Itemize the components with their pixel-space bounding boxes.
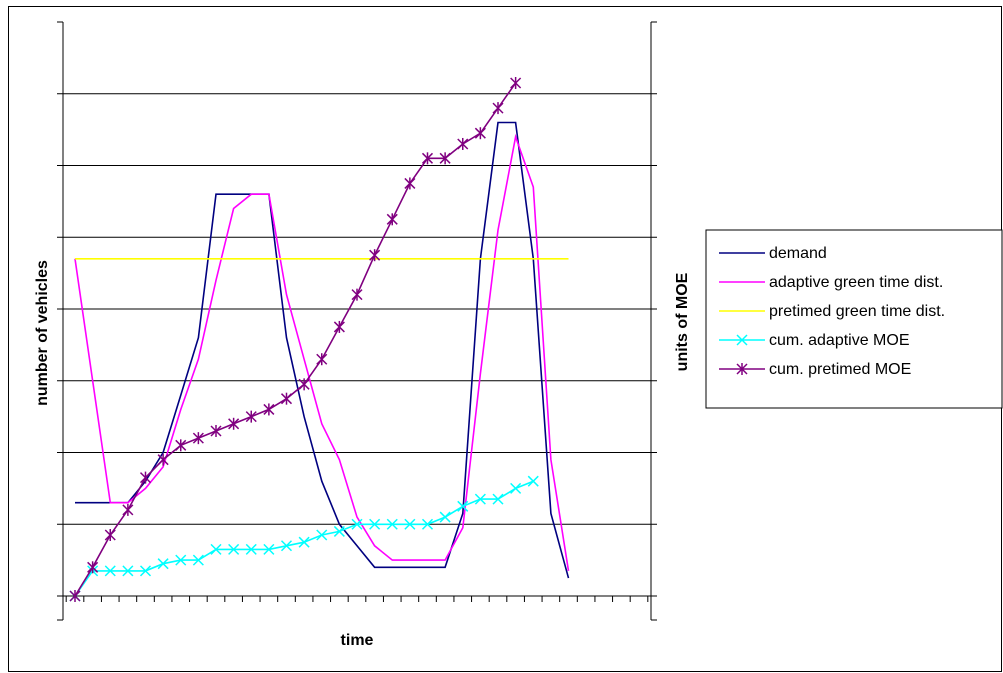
axes [57,21,657,621]
data-point [210,543,222,555]
data-point [736,334,748,346]
data-point [245,543,257,555]
data-point [457,500,469,512]
data-point [421,518,434,530]
legend-label: adaptive green time dist. [769,274,943,291]
series-cum-pretimed-moe [69,76,522,602]
data-point [492,493,504,505]
data-point [280,540,293,552]
data-point [192,554,204,566]
data-point [527,475,539,487]
data-point [351,518,363,530]
series-line [74,82,517,597]
data-point [263,543,275,555]
data-point [157,558,169,570]
legend-item: cum. adaptive MOE [719,332,910,349]
data-point [139,565,152,577]
data-point [439,511,451,523]
series-line [74,133,570,572]
data-point [404,518,416,530]
legend-label: demand [769,245,827,262]
legend-item: demand [719,245,827,262]
legend-label: pretimed green time dist. [769,303,945,320]
series-adaptive-green-time-dist- [74,133,570,572]
y-axis-label: number of vehicles [34,260,51,406]
data-point [474,493,486,505]
data-point [369,518,381,530]
legend-item: pretimed green time dist. [719,303,945,320]
data-point [122,565,134,577]
legend-item: cum. pretimed MOE [719,361,911,378]
legend-label: cum. adaptive MOE [769,332,910,349]
legend-label: cum. pretimed MOE [769,361,911,378]
series-line [75,121,570,579]
data-point [104,565,116,577]
data-point [298,536,310,548]
data-point [510,482,522,494]
series-layer [69,76,570,602]
legend-items: demand adaptive green time dist. pretimed … [719,245,945,378]
legend-box [705,229,1003,409]
data-point [386,518,398,530]
data-point [316,529,328,541]
series-demand [75,121,570,579]
legend-item: adaptive green time dist. [719,274,943,291]
gridlines [63,93,651,525]
x-axis-label: time [341,632,374,649]
legend: demand adaptive green time dist. pretimed … [705,229,1003,409]
data-point [228,543,240,555]
data-point [175,554,187,566]
series-cum-adaptive-moe [69,475,539,602]
data-point [333,525,345,537]
y2-axis-label: units of MOE [674,272,691,371]
